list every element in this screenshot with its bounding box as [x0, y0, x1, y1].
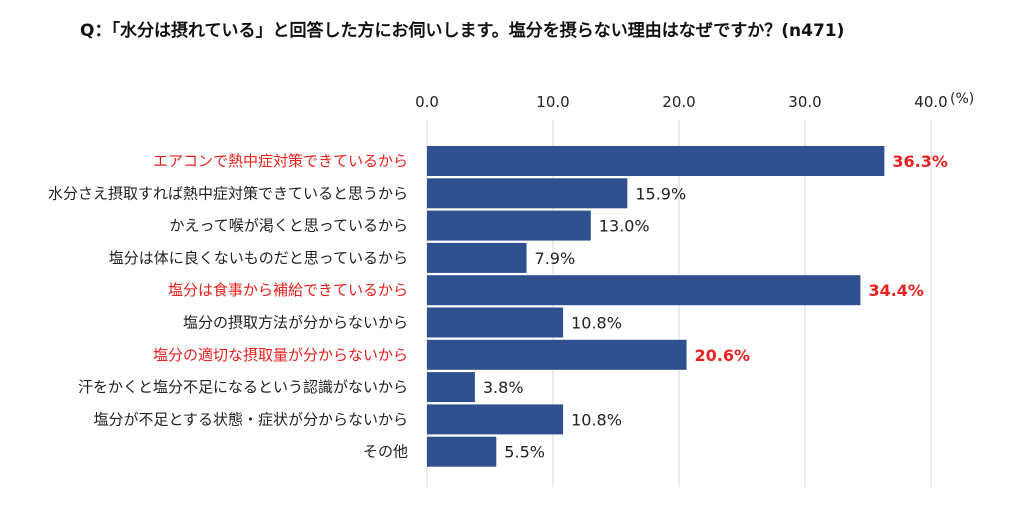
category-label: 塩分は食事から補給できているから [168, 281, 408, 299]
value-label: 20.6% [695, 346, 751, 365]
value-label: 15.9% [635, 184, 686, 203]
category-label: その他 [363, 443, 408, 461]
category-label: エアコンで熱中症対策できているから [153, 152, 408, 170]
bar [427, 242, 527, 273]
chart-title: Q：「水分は摂れている」と回答した方にお伺いします。塩分を摂らない理由はなぜです… [80, 20, 844, 41]
x-tick-label: 20.0 [662, 93, 695, 111]
bar [427, 339, 687, 370]
category-label: 塩分が不足とする状態・症状が分からないから [93, 410, 408, 428]
category-label: 塩分は体に良くないものだと思っているから [109, 249, 408, 267]
bar [427, 372, 475, 403]
category-label: かえって喉が渇くと思っているから [169, 217, 408, 235]
category-label: 塩分の摂取方法が分からないから [183, 314, 408, 332]
bars [427, 146, 885, 467]
category-label: 塩分の適切な摂取量が分からないから [153, 346, 408, 364]
x-axis-ticks: 0.0 10.0 20.0 30.0 40.0 [415, 93, 948, 111]
category-labels: エアコンで熱中症対策できているから水分さえ摂取すれば熱中症対策できていると思うか… [48, 152, 408, 461]
value-labels: 36.3% 15.9% 13.0% 7.9% 34.4% 10.8% 20.6% 3.8% 10… [483, 152, 948, 462]
x-tick-label: 30.0 [788, 93, 821, 111]
bar [427, 178, 628, 209]
value-label: 10.8% [571, 314, 622, 333]
x-tick-label: 40.0 [914, 93, 947, 111]
value-label: 7.9% [535, 249, 576, 268]
value-label: 5.5% [504, 443, 545, 462]
bar [427, 275, 861, 306]
bar [427, 146, 885, 176]
value-label: 13.0% [599, 217, 650, 236]
unit-label: (%) [950, 91, 974, 107]
value-label: 36.3% [892, 152, 948, 171]
x-tick-label: 0.0 [415, 93, 439, 111]
category-label: 水分さえ摂取すれば熱中症対策できていると思うから [48, 184, 408, 202]
value-label: 34.4% [868, 281, 924, 300]
bar [427, 307, 564, 338]
bar [427, 436, 497, 467]
bar [427, 404, 564, 435]
x-tick-label: 10.0 [536, 93, 569, 111]
category-label: 汗をかくと塩分不足になるという認識がないから [78, 378, 408, 396]
value-label: 10.8% [571, 410, 622, 429]
value-label: 3.8% [483, 378, 524, 397]
bar [427, 210, 591, 241]
